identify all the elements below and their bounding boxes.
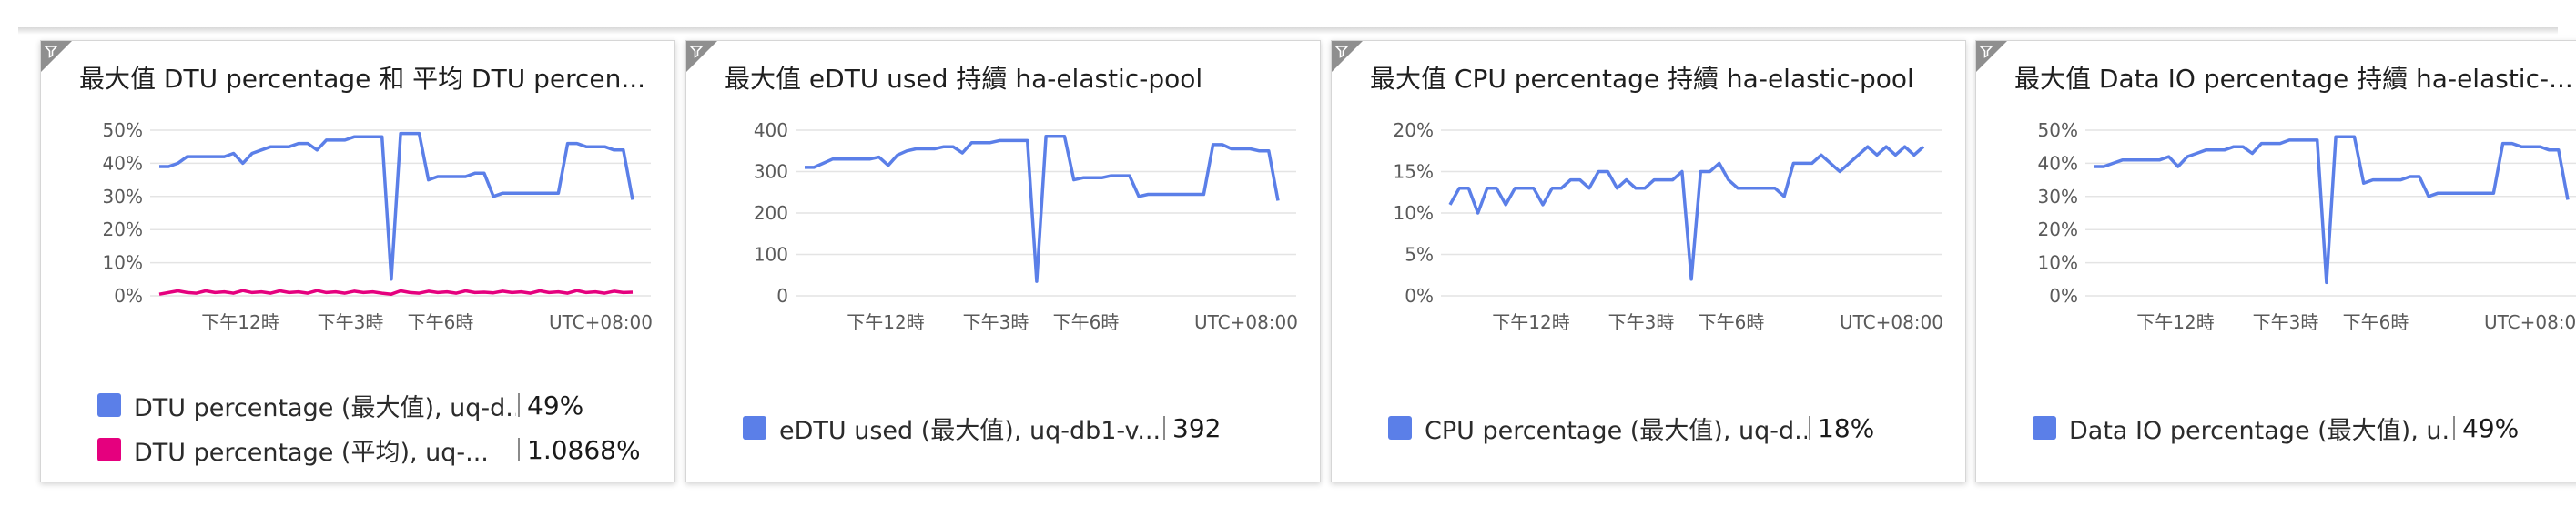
y-tick-label: 10% bbox=[2038, 252, 2078, 274]
chart-tile-dtu[interactable]: 最大值 DTU percentage 和 平均 DTU percen... 0%… bbox=[40, 40, 675, 482]
y-tick-label: 100 bbox=[754, 244, 788, 266]
legend-label: DTU percentage (最大值), uq-d... bbox=[134, 393, 516, 422]
y-tick-label: 40% bbox=[103, 152, 143, 174]
x-tick-label: 下午3時 bbox=[318, 311, 384, 333]
tile-title: 最大值 Data IO percentage 持續 ha-elastic-... bbox=[2014, 64, 2573, 94]
x-tick-label: 下午6時 bbox=[2343, 311, 2409, 333]
legend-item[interactable]: CPU percentage (最大值), uq-d... 18% bbox=[1388, 410, 1874, 446]
line-chart: 0% 5% 10% 15% 20% 下午12時 下午3時 下午6時 UTC+08:00 bbox=[1394, 119, 1943, 333]
filter-icon[interactable] bbox=[1332, 41, 1363, 72]
legend-label: DTU percentage (平均), uq-... bbox=[134, 438, 489, 467]
y-tick-label: 15% bbox=[1394, 161, 1434, 183]
tile-title: 最大值 CPU percentage 持續 ha-elastic-pool bbox=[1370, 64, 1914, 94]
legend-item[interactable]: DTU percentage (最大值), uq-d... 49% bbox=[97, 387, 583, 423]
legend-value: 49% bbox=[2462, 412, 2520, 443]
line-chart: 0% 10% 20% 30% 40% 50% 下午12時 下午3時 下午6時 UTC+08:00 bbox=[103, 119, 653, 333]
y-tick-label: 50% bbox=[2038, 119, 2078, 141]
legend-item[interactable]: Data IO percentage (最大值), u... 49% bbox=[2033, 410, 2519, 446]
legend-item[interactable]: eDTU used (最大值), uq-db1-v... 392 bbox=[743, 410, 1221, 446]
legend-label: CPU percentage (最大值), uq-d... bbox=[1425, 416, 1807, 445]
y-tick-label: 0% bbox=[114, 285, 143, 307]
y-tick-label: 0% bbox=[2049, 285, 2078, 307]
y-tick-label: 200 bbox=[754, 202, 788, 224]
timezone-label: UTC+08:00 bbox=[1840, 311, 1943, 333]
legend-swatch bbox=[97, 438, 121, 461]
y-tick-label: 40% bbox=[2038, 152, 2078, 174]
legend-swatch bbox=[743, 416, 766, 440]
series-line[interactable] bbox=[158, 289, 634, 296]
series-line[interactable] bbox=[159, 131, 634, 281]
line-chart: 0 100 200 300 400 下午12時 下午3時 下午6時 UTC+08:00 bbox=[754, 119, 1298, 333]
filter-icon[interactable] bbox=[686, 41, 717, 72]
x-tick-label: 下午12時 bbox=[847, 311, 924, 333]
filter-icon[interactable] bbox=[1976, 41, 2007, 72]
chart-tile-edtu[interactable]: 最大值 eDTU used 持續 ha-elastic-pool 0 100 200… bbox=[685, 40, 1321, 482]
legend-value: 18% bbox=[1818, 412, 1875, 443]
x-tick-label: 下午6時 bbox=[1053, 311, 1120, 333]
timezone-label: UTC+08:00 bbox=[2484, 311, 2576, 333]
tile-title: 最大值 DTU percentage 和 平均 DTU percen... bbox=[79, 64, 646, 94]
legend-separator bbox=[1163, 416, 1165, 440]
y-tick-label: 5% bbox=[1405, 244, 1434, 266]
x-tick-label: 下午12時 bbox=[1492, 311, 1569, 333]
legend-item[interactable]: DTU percentage (平均), uq-... 1.0868% bbox=[97, 431, 641, 468]
top-shadow bbox=[18, 27, 2558, 35]
tile-title: 最大值 eDTU used 持續 ha-elastic-pool bbox=[725, 64, 1203, 94]
y-tick-label: 50% bbox=[103, 119, 143, 141]
x-tick-label: 下午3時 bbox=[2253, 311, 2319, 333]
legend-separator bbox=[2453, 416, 2455, 440]
series-line[interactable] bbox=[1448, 145, 1925, 281]
y-tick-label: 10% bbox=[1394, 202, 1434, 224]
legend-swatch bbox=[1388, 416, 1412, 440]
y-tick-label: 10% bbox=[103, 252, 143, 274]
legend-separator bbox=[518, 438, 520, 461]
y-tick-label: 30% bbox=[103, 186, 143, 208]
legend-label: Data IO percentage (最大值), u... bbox=[2069, 416, 2451, 445]
line-chart: 0% 10% 20% 30% 40% 50% 下午12時 下午3時 下午6時 UTC+08:00 bbox=[2038, 119, 2576, 333]
x-tick-label: 下午3時 bbox=[1608, 311, 1675, 333]
x-tick-label: 下午12時 bbox=[201, 311, 279, 333]
y-tick-label: 300 bbox=[754, 161, 788, 183]
y-tick-label: 20% bbox=[2038, 218, 2078, 240]
legend-value: 49% bbox=[527, 390, 584, 421]
y-tick-label: 30% bbox=[2038, 186, 2078, 208]
legend-separator bbox=[1809, 416, 1810, 440]
y-tick-label: 20% bbox=[1394, 119, 1434, 141]
x-tick-label: 下午6時 bbox=[408, 311, 474, 333]
y-tick-label: 20% bbox=[103, 218, 143, 240]
series-line[interactable] bbox=[805, 135, 1280, 283]
chart-tile-data-io[interactable]: 最大值 Data IO percentage 持續 ha-elastic-...… bbox=[1975, 40, 2576, 482]
chart-tile-cpu[interactable]: 最大值 CPU percentage 持續 ha-elastic-pool 0%… bbox=[1331, 40, 1966, 482]
x-tick-label: 下午3時 bbox=[963, 311, 1029, 333]
x-tick-label: 下午12時 bbox=[2136, 311, 2214, 333]
legend-value: 392 bbox=[1172, 412, 1222, 443]
series-line[interactable] bbox=[2094, 135, 2570, 285]
legend-separator bbox=[518, 393, 520, 417]
y-tick-label: 400 bbox=[754, 119, 788, 141]
legend-swatch bbox=[2033, 416, 2056, 440]
x-tick-label: 下午6時 bbox=[1699, 311, 1765, 333]
y-tick-label: 0 bbox=[776, 285, 788, 307]
legend-swatch bbox=[97, 393, 121, 417]
y-tick-label: 0% bbox=[1405, 285, 1434, 307]
timezone-label: UTC+08:00 bbox=[1194, 311, 1298, 333]
filter-icon[interactable] bbox=[41, 41, 72, 72]
legend-value: 1.0868% bbox=[527, 434, 641, 465]
legend-label: eDTU used (最大值), uq-db1-v... bbox=[779, 416, 1161, 445]
timezone-label: UTC+08:00 bbox=[549, 311, 653, 333]
